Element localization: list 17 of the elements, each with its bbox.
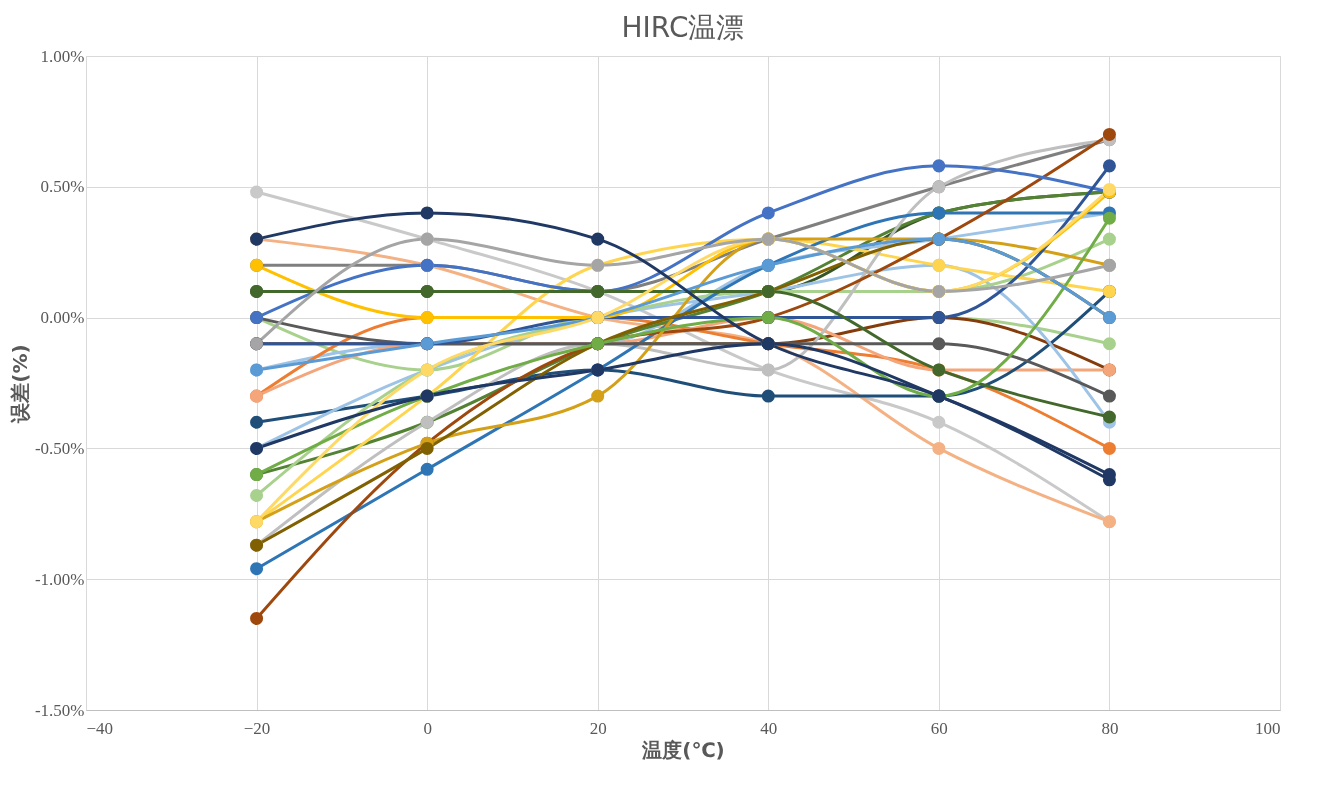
x-tick-label: 0	[423, 718, 432, 738]
y-tick-label: -1.50%	[34, 700, 85, 720]
y-tick-label: -1.00%	[34, 569, 85, 589]
y-tick-label: 0.00%	[40, 308, 85, 328]
y-tick-label: -0.50%	[34, 438, 85, 458]
y-axis-title: 误差(%)	[7, 344, 32, 424]
chart-title: HIRC温漂	[621, 11, 745, 44]
x-tick-label: −40	[86, 718, 114, 738]
x-tick-label: 40	[760, 718, 778, 738]
y-tick-label: 1.00%	[40, 46, 85, 66]
x-tick-label: 100	[1255, 718, 1281, 738]
x-axis-title: 温度(℃)	[641, 737, 725, 762]
x-tick-label: −20	[243, 718, 271, 738]
x-tick-label: 60	[930, 718, 948, 738]
y-tick-label: 0.50%	[40, 177, 85, 197]
x-tick-label: 20	[589, 718, 607, 738]
x-tick-label: 80	[1101, 718, 1119, 738]
